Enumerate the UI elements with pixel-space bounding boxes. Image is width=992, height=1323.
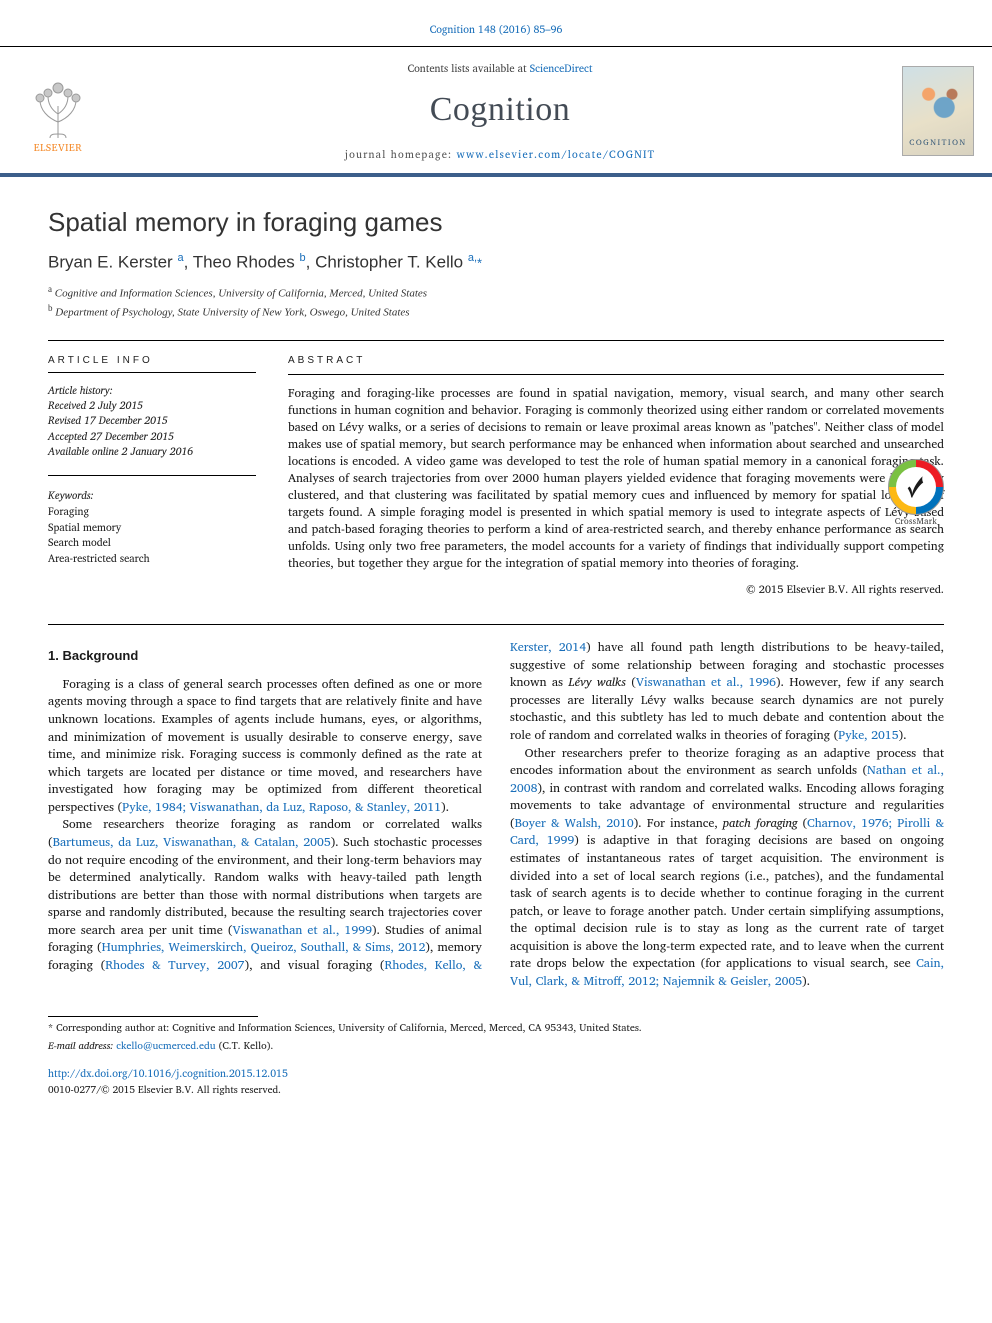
history-online: Available online 2 January 2016: [48, 444, 256, 459]
affiliation: b Department of Psychology, State Univer…: [48, 302, 944, 322]
sciencedirect-link[interactable]: ScienceDirect: [530, 59, 593, 77]
corresponding-email-row: E-mail address: ckello@ucmerced.edu (C.T…: [48, 1038, 944, 1054]
journal-title: Cognition: [114, 91, 886, 129]
journal-homepage-line: journal homepage: www.elsevier.com/locat…: [114, 145, 886, 163]
elsevier-tree-icon: [26, 76, 90, 140]
section-rule: [48, 624, 944, 625]
section-rule: [48, 340, 944, 341]
citation-line: Cognition 148 (2016) 85–96: [0, 0, 992, 46]
journal-cover-thumbnail: COGNITION: [902, 66, 974, 156]
body-paragraph: Other researchers prefer to theorize for…: [510, 745, 944, 991]
article-info-sidebar: ARTICLE INFO Article history: Received 2…: [48, 355, 256, 598]
issn-copyright-line: 0010-0277/© 2015 Elsevier B.V. All right…: [48, 1082, 944, 1098]
contents-available-line: Contents lists available at ScienceDirec…: [114, 59, 886, 77]
doi-link[interactable]: http://dx.doi.org/10.1016/j.cognition.20…: [48, 1064, 288, 1082]
page-footer: * Corresponding author at: Cognitive and…: [0, 1016, 992, 1119]
article-title: Spatial memory in foraging games: [48, 207, 944, 238]
abstract-rule: [288, 374, 944, 375]
masthead-center: Contents lists available at ScienceDirec…: [114, 59, 886, 163]
homepage-prefix: journal homepage:: [345, 145, 457, 163]
doi-row: http://dx.doi.org/10.1016/j.cognition.20…: [48, 1064, 944, 1082]
article-info-heading: ARTICLE INFO: [48, 355, 256, 366]
journal-homepage-link[interactable]: www.elsevier.com/locate/COGNIT: [457, 145, 656, 163]
author-list: Bryan E. Kerster a, Theo Rhodes b, Chris…: [48, 252, 944, 273]
meta-rule: [48, 372, 256, 373]
contents-prefix: Contents lists available at: [408, 59, 530, 77]
footnote-rule: [48, 1016, 258, 1017]
article-history: Article history: Received 2 July 2015 Re…: [48, 383, 256, 459]
email-attribution: (C.T. Kello).: [219, 1038, 274, 1054]
article-body: 1. Background Foraging is a class of gen…: [48, 639, 944, 990]
journal-masthead: ELSEVIER Contents lists available at Sci…: [0, 46, 992, 177]
elsevier-wordmark: ELSEVIER: [34, 140, 82, 156]
section-heading-background: 1. Background: [48, 647, 482, 666]
abstract-section: ABSTRACT Foraging and foraging-like proc…: [288, 355, 944, 598]
meta-rule: [48, 475, 256, 476]
affiliation: a Cognitive and Information Sciences, Un…: [48, 283, 944, 303]
abstract-heading: ABSTRACT: [288, 355, 944, 366]
keyword: Area-restricted search: [48, 551, 256, 567]
article-block: ✓ Spatial memory in foraging games Bryan…: [0, 177, 992, 990]
abstract-text: Foraging and foraging-like processes are…: [288, 385, 944, 572]
cover-label: COGNITION: [909, 135, 966, 149]
abstract-copyright: © 2015 Elsevier B.V. All rights reserved…: [288, 580, 944, 598]
crossmark-badge[interactable]: ✓: [888, 459, 944, 515]
body-paragraph: Foraging is a class of general search pr…: [48, 676, 482, 817]
affiliations: a Cognitive and Information Sciences, Un…: [48, 283, 944, 322]
corresponding-email-link[interactable]: ckello@ucmerced.edu: [116, 1038, 215, 1054]
corresponding-author-note: * Corresponding author at: Cognitive and…: [48, 1021, 944, 1035]
citation-link[interactable]: Rhodes & Turvey, 2007: [105, 955, 244, 975]
email-label: E-mail address:: [48, 1038, 113, 1054]
elsevier-logo: ELSEVIER: [18, 66, 98, 156]
keywords-list: Foraging Spatial memory Search model Are…: [48, 504, 256, 567]
